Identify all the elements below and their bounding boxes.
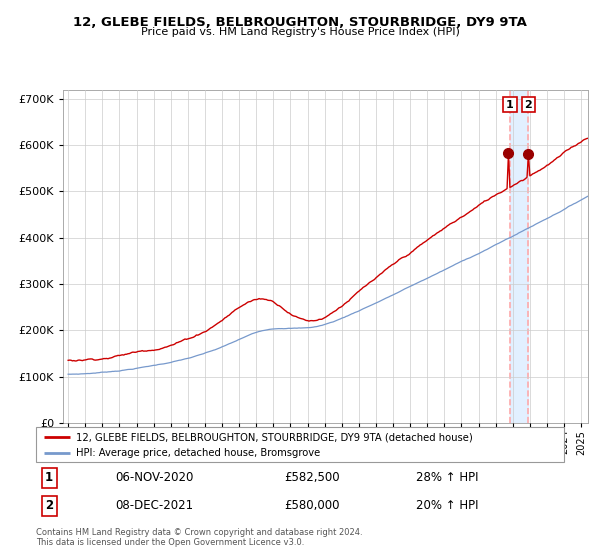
FancyBboxPatch shape: [36, 427, 564, 462]
Text: 28% ↑ HPI: 28% ↑ HPI: [416, 471, 479, 484]
Text: 2: 2: [45, 500, 53, 512]
Text: 06-NOV-2020: 06-NOV-2020: [115, 471, 194, 484]
Text: 20% ↑ HPI: 20% ↑ HPI: [416, 500, 479, 512]
Text: £582,500: £582,500: [284, 471, 340, 484]
Text: Contains HM Land Registry data © Crown copyright and database right 2024.
This d: Contains HM Land Registry data © Crown c…: [36, 528, 362, 547]
Text: HPI: Average price, detached house, Bromsgrove: HPI: Average price, detached house, Brom…: [76, 449, 320, 458]
Text: 12, GLEBE FIELDS, BELBROUGHTON, STOURBRIDGE, DY9 9TA (detached house): 12, GLEBE FIELDS, BELBROUGHTON, STOURBRI…: [76, 432, 472, 442]
Text: 1: 1: [45, 471, 53, 484]
Text: 08-DEC-2021: 08-DEC-2021: [115, 500, 193, 512]
Text: Price paid vs. HM Land Registry's House Price Index (HPI): Price paid vs. HM Land Registry's House …: [140, 27, 460, 37]
Text: £580,000: £580,000: [284, 500, 340, 512]
Bar: [510, 90, 529, 423]
Text: 2: 2: [524, 100, 532, 110]
Text: 1: 1: [506, 100, 514, 110]
Text: 12, GLEBE FIELDS, BELBROUGHTON, STOURBRIDGE, DY9 9TA: 12, GLEBE FIELDS, BELBROUGHTON, STOURBRI…: [73, 16, 527, 29]
